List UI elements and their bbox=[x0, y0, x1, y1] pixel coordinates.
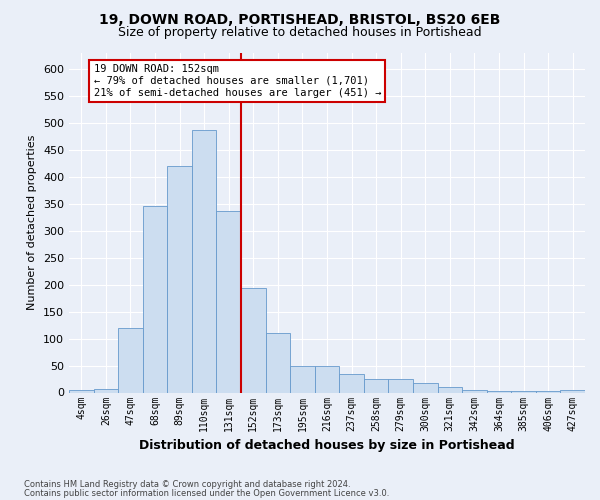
Bar bbox=[339, 374, 364, 392]
X-axis label: Distribution of detached houses by size in Portishead: Distribution of detached houses by size … bbox=[139, 439, 515, 452]
Bar bbox=[315, 366, 339, 392]
Bar bbox=[437, 387, 462, 392]
Bar bbox=[364, 379, 388, 392]
Bar bbox=[290, 366, 315, 392]
Text: 19 DOWN ROAD: 152sqm
← 79% of detached houses are smaller (1,701)
21% of semi-de: 19 DOWN ROAD: 152sqm ← 79% of detached h… bbox=[94, 64, 381, 98]
Bar bbox=[388, 379, 413, 392]
Bar bbox=[217, 210, 241, 392]
Text: 19, DOWN ROAD, PORTISHEAD, BRISTOL, BS20 6EB: 19, DOWN ROAD, PORTISHEAD, BRISTOL, BS20… bbox=[100, 12, 500, 26]
Bar bbox=[413, 384, 437, 392]
Bar bbox=[118, 328, 143, 392]
Bar bbox=[69, 390, 94, 392]
Bar bbox=[94, 388, 118, 392]
Bar bbox=[560, 390, 585, 392]
Bar bbox=[143, 206, 167, 392]
Bar bbox=[511, 391, 536, 392]
Bar bbox=[241, 288, 266, 393]
Bar bbox=[266, 332, 290, 392]
Y-axis label: Number of detached properties: Number of detached properties bbox=[28, 135, 37, 310]
Text: Contains public sector information licensed under the Open Government Licence v3: Contains public sector information licen… bbox=[24, 489, 389, 498]
Bar bbox=[192, 130, 217, 392]
Text: Contains HM Land Registry data © Crown copyright and database right 2024.: Contains HM Land Registry data © Crown c… bbox=[24, 480, 350, 489]
Bar bbox=[462, 390, 487, 392]
Bar bbox=[487, 391, 511, 392]
Bar bbox=[167, 166, 192, 392]
Text: Size of property relative to detached houses in Portishead: Size of property relative to detached ho… bbox=[118, 26, 482, 39]
